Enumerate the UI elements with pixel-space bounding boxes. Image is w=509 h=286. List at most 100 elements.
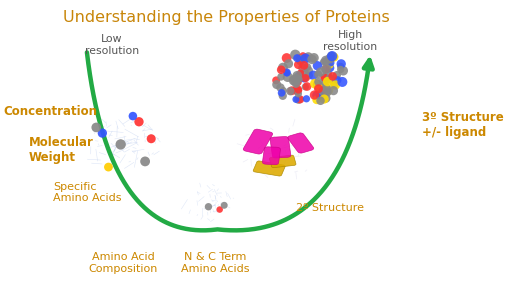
Point bbox=[327, 53, 335, 58]
Point bbox=[324, 89, 332, 93]
Point bbox=[286, 89, 294, 94]
Point bbox=[336, 64, 345, 69]
Point bbox=[92, 125, 100, 130]
Point bbox=[279, 94, 287, 98]
Point bbox=[327, 60, 335, 65]
Point bbox=[220, 203, 228, 208]
Point bbox=[314, 80, 322, 84]
Point bbox=[303, 65, 312, 69]
Point bbox=[272, 78, 280, 83]
Point bbox=[292, 82, 300, 86]
Point bbox=[277, 75, 285, 79]
Point bbox=[317, 98, 325, 103]
Point bbox=[310, 93, 319, 97]
Point bbox=[295, 97, 303, 102]
Point bbox=[330, 82, 338, 87]
Point bbox=[328, 55, 336, 59]
Point bbox=[273, 82, 281, 87]
Point bbox=[324, 90, 332, 95]
Point bbox=[309, 73, 318, 78]
Point bbox=[336, 67, 345, 72]
Point bbox=[301, 76, 309, 80]
Point bbox=[310, 55, 318, 60]
Point bbox=[322, 67, 330, 71]
Point bbox=[290, 78, 298, 83]
Point bbox=[322, 59, 330, 64]
FancyBboxPatch shape bbox=[263, 147, 280, 165]
Point bbox=[320, 59, 328, 64]
Point bbox=[296, 57, 304, 62]
Point bbox=[301, 85, 309, 89]
Point bbox=[285, 61, 293, 66]
Point bbox=[320, 75, 328, 80]
Point bbox=[305, 73, 313, 78]
Point bbox=[296, 59, 304, 63]
Point bbox=[293, 56, 301, 60]
Point bbox=[315, 86, 323, 91]
Point bbox=[291, 79, 299, 83]
Point bbox=[288, 88, 296, 93]
Point bbox=[292, 97, 300, 102]
Point bbox=[333, 73, 341, 78]
Point bbox=[293, 74, 301, 78]
Point bbox=[326, 66, 334, 70]
Point bbox=[296, 56, 304, 60]
Point bbox=[326, 63, 334, 67]
Point bbox=[299, 53, 307, 58]
Point bbox=[301, 56, 309, 61]
Point bbox=[117, 142, 125, 147]
Point bbox=[322, 58, 330, 63]
Point bbox=[304, 55, 313, 59]
FancyBboxPatch shape bbox=[270, 136, 291, 158]
Point bbox=[297, 71, 305, 75]
Point bbox=[277, 91, 286, 95]
Point bbox=[315, 85, 323, 89]
Point bbox=[296, 97, 304, 102]
Point bbox=[294, 92, 302, 96]
Point bbox=[293, 88, 301, 92]
Point bbox=[313, 98, 321, 102]
Text: 3º Structure
+/- ligand: 3º Structure +/- ligand bbox=[422, 111, 504, 139]
Point bbox=[129, 114, 137, 118]
Point bbox=[322, 67, 330, 72]
Point bbox=[320, 97, 328, 101]
Point bbox=[205, 204, 213, 209]
Point bbox=[294, 88, 302, 92]
Point bbox=[293, 89, 301, 93]
Point bbox=[276, 85, 285, 90]
Point bbox=[299, 66, 307, 70]
Point bbox=[135, 120, 143, 124]
FancyBboxPatch shape bbox=[269, 155, 296, 168]
Text: 2º Structure: 2º Structure bbox=[296, 203, 364, 213]
Point bbox=[329, 88, 337, 93]
Point bbox=[316, 91, 324, 96]
Point bbox=[328, 54, 336, 58]
Text: High
resolution: High resolution bbox=[323, 30, 377, 52]
Point bbox=[282, 56, 291, 60]
Point bbox=[314, 72, 322, 77]
Point bbox=[322, 85, 330, 90]
Point bbox=[316, 86, 324, 90]
Point bbox=[98, 131, 106, 135]
Point bbox=[316, 93, 324, 98]
FancyBboxPatch shape bbox=[243, 129, 273, 154]
Point bbox=[311, 82, 319, 86]
Point bbox=[293, 80, 301, 84]
Text: Concentration: Concentration bbox=[4, 105, 98, 118]
Point bbox=[284, 75, 292, 79]
Point bbox=[326, 77, 334, 81]
Point bbox=[141, 159, 149, 164]
Point bbox=[303, 84, 311, 89]
Point bbox=[322, 96, 330, 100]
Point bbox=[319, 89, 327, 94]
Point bbox=[324, 79, 332, 84]
Point bbox=[294, 62, 302, 67]
Point bbox=[339, 68, 347, 73]
FancyBboxPatch shape bbox=[253, 161, 285, 176]
Point bbox=[329, 74, 337, 79]
Point bbox=[338, 80, 347, 84]
Point bbox=[330, 55, 338, 59]
Point bbox=[279, 88, 288, 93]
Point bbox=[300, 72, 308, 77]
Point bbox=[314, 83, 322, 87]
